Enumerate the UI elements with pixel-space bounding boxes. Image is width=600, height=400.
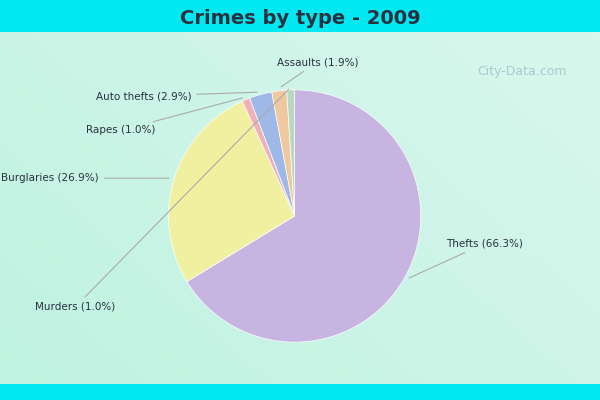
Text: Auto thefts (2.9%): Auto thefts (2.9%) (95, 91, 257, 101)
Text: Burglaries (26.9%): Burglaries (26.9%) (1, 173, 169, 183)
Wedge shape (187, 90, 421, 342)
Wedge shape (169, 101, 295, 282)
Text: Thefts (66.3%): Thefts (66.3%) (409, 239, 523, 278)
Text: Murders (1.0%): Murders (1.0%) (35, 89, 289, 312)
Text: Assaults (1.9%): Assaults (1.9%) (277, 57, 358, 87)
Wedge shape (242, 98, 295, 216)
Text: Rapes (1.0%): Rapes (1.0%) (86, 98, 242, 135)
Text: City-Data.com: City-Data.com (477, 66, 567, 78)
Wedge shape (272, 90, 295, 216)
Wedge shape (287, 90, 295, 216)
Wedge shape (250, 92, 295, 216)
Text: Crimes by type - 2009: Crimes by type - 2009 (179, 8, 421, 28)
